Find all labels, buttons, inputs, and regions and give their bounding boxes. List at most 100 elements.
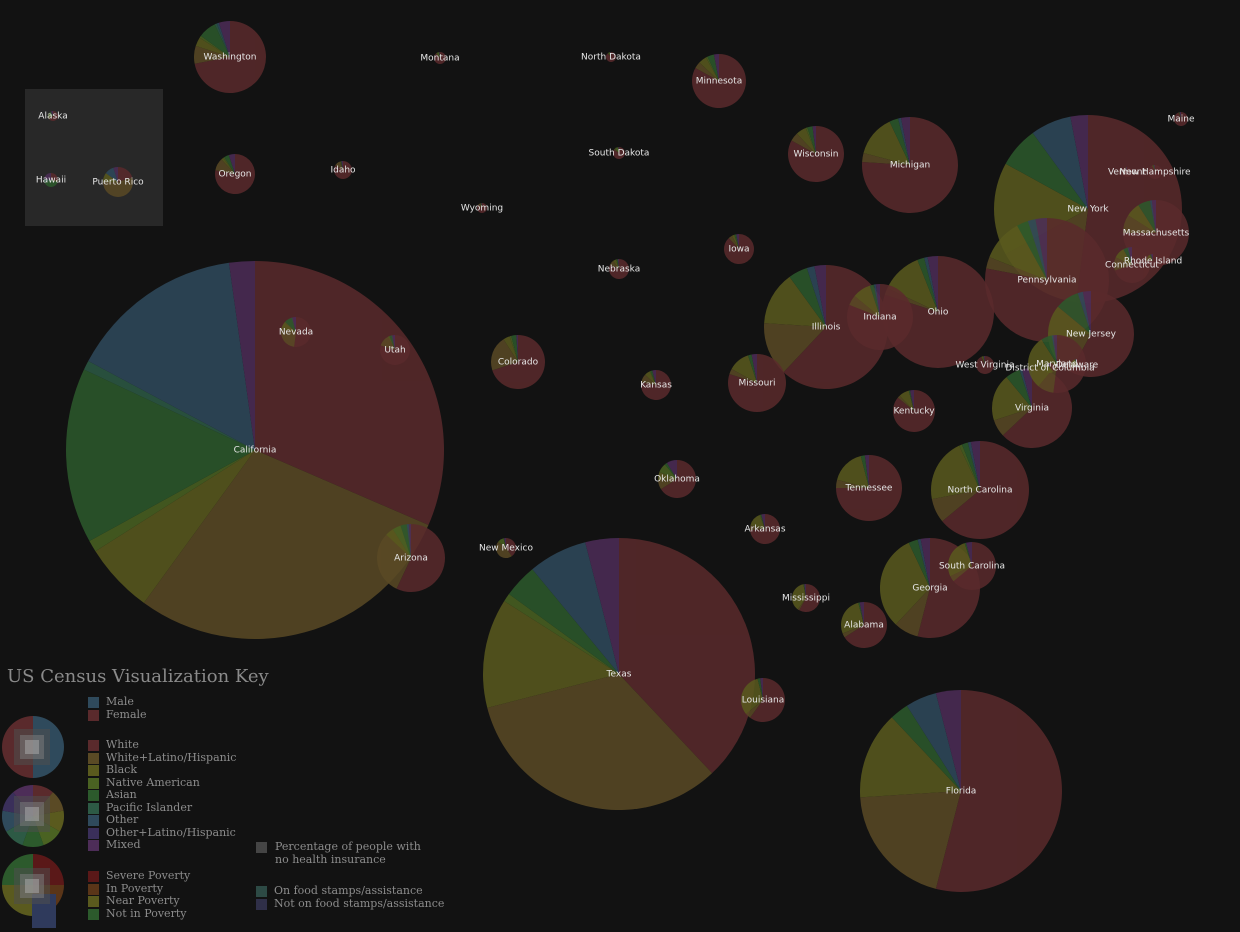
slice-rhode-island-asian: [1149, 254, 1153, 261]
label-rhode-island: Rhode Island: [1124, 257, 1182, 267]
slice-kansas-white-latino: [641, 374, 656, 385]
slice-utah-asian: [389, 335, 395, 350]
slice-georgia-white-latino: [895, 588, 930, 637]
slice-nevada-native-american: [284, 321, 296, 332]
slice-florida-black: [860, 717, 961, 798]
key-label: Not in Poverty: [106, 906, 187, 920]
slice-arizona-black: [386, 529, 411, 558]
slice-new-hampshire-asian: [1153, 165, 1155, 172]
key-label: Severe Poverty: [106, 869, 191, 882]
slice-puerto-rico-mixed: [113, 166, 118, 182]
key-item-pacific-islander: Pacific Islander: [88, 801, 236, 815]
pie-tennessee: [836, 455, 902, 521]
label-florida: Florida: [946, 787, 977, 797]
slice-nevada-pacific-islander: [291, 317, 296, 332]
slice-colorado-asian: [511, 335, 518, 362]
slice-minnesota-white: [691, 54, 746, 108]
key-item-native-american: Native American: [88, 776, 236, 790]
slice-arkansas-asian: [760, 514, 765, 529]
label-minnesota: Minnesota: [696, 77, 742, 87]
slice-oklahoma-white-latino: [658, 479, 677, 490]
slice-west-virginia-mixed: [983, 355, 985, 365]
slice-hawaii-white: [51, 173, 58, 180]
slice-north-carolina-white: [942, 441, 1029, 540]
slice-minnesota-black: [699, 57, 719, 81]
slice-district-of-columbia-white: [1050, 363, 1055, 372]
slice-louisiana-black: [741, 678, 763, 715]
swatch: [88, 802, 99, 814]
label-ohio: Ohio: [928, 308, 949, 318]
slice-oregon-white-latino: [215, 159, 235, 174]
key-label: Other+Latino/Hispanic: [106, 825, 236, 839]
slice-kentucky-asian: [908, 390, 914, 411]
slice-louisiana-white-latino: [746, 700, 763, 718]
slice-new-mexico-black: [497, 541, 506, 548]
swatch: [88, 840, 99, 851]
slice-south-carolina-mixed: [966, 542, 972, 566]
slice-district-of-columbia-asian: [1047, 363, 1050, 368]
slice-washington-black: [195, 37, 230, 57]
slice-hawaii-black: [51, 180, 58, 183]
slice-arizona-white-latino: [377, 534, 411, 589]
swatch: [88, 777, 99, 789]
key-label: Male: [106, 695, 134, 708]
slice-hawaii-white-latino: [51, 180, 59, 182]
slice-hawaii-mixed: [44, 173, 51, 180]
pie-arkansas: [750, 514, 781, 545]
slice-pennsylvania-black: [989, 225, 1047, 280]
slice-mississippi-white-latino: [797, 598, 806, 611]
slice-tennessee-asian: [860, 455, 869, 488]
slice-colorado-black: [503, 336, 518, 362]
slice-washington-white: [194, 20, 267, 93]
slice-oklahoma-white: [660, 459, 697, 498]
key-race-list: White White+Latino/Hispanic Black Native…: [88, 738, 236, 852]
slice-district-of-columbia-other: [1048, 363, 1050, 368]
label-iowa: Iowa: [728, 245, 749, 255]
slice-iowa-black: [731, 234, 739, 249]
label-alaska: Alaska: [38, 112, 67, 122]
slice-arizona-asian: [400, 524, 411, 558]
swatch: [88, 883, 99, 895]
slice-massachusetts-white-latino: [1123, 215, 1156, 233]
slice-new-mexico-asian: [503, 538, 506, 548]
key-sex-circle: [2, 716, 64, 778]
slice-montana-asian: [438, 52, 440, 58]
slice-rhode-island-white-latino: [1146, 256, 1153, 261]
key-item-other-latino: Other+Latino/Hispanic: [88, 825, 236, 840]
pie-delaware: [1071, 359, 1084, 371]
slice-south-carolina-asian: [964, 542, 972, 566]
slice-west-virginia-white: [976, 356, 995, 374]
label-illinois: Illinois: [812, 323, 841, 333]
key-item-female: Female: [88, 707, 147, 722]
pie-alaska: [48, 111, 59, 121]
slice-south-dakota-mixed: [618, 147, 619, 153]
pie-nebraska: [608, 259, 629, 279]
slice-nevada-black: [281, 322, 296, 332]
slice-ohio-asian: [917, 257, 938, 312]
slice-rhode-island-other: [1150, 254, 1153, 261]
slice-maine-white: [1173, 112, 1188, 126]
slice-idaho-black: [339, 161, 343, 170]
slice-oregon-native-american: [223, 157, 235, 174]
key-label: Not on food stamps/assistance: [274, 896, 445, 910]
pie-wyoming: [477, 202, 488, 213]
slice-maryland-other: [1051, 335, 1057, 364]
slice-hawaii-asian: [44, 180, 58, 187]
key-label: Female: [106, 707, 147, 721]
slice-florida-mixed: [935, 690, 961, 791]
key-item-food-on: On food stamps/assistance: [256, 884, 444, 898]
slice-montana-white: [434, 52, 447, 64]
pie-utah: [379, 335, 410, 365]
key-label: On food stamps/assistance: [274, 884, 423, 897]
label-idaho: Idaho: [330, 166, 356, 176]
slice-delaware-black: [1071, 359, 1077, 367]
male-swatch: [88, 697, 99, 708]
pie-wisconsin: [787, 126, 844, 182]
key-item-other: Other: [88, 813, 236, 827]
slice-oregon-white: [214, 154, 255, 194]
slice-maine-asian: [1179, 112, 1181, 119]
slice-illinois-white-latino: [763, 323, 826, 373]
slice-new-hampshire-black: [1152, 165, 1155, 172]
label-south-carolina: South Carolina: [939, 562, 1005, 572]
key-item-in-poverty: In Poverty: [88, 882, 190, 896]
